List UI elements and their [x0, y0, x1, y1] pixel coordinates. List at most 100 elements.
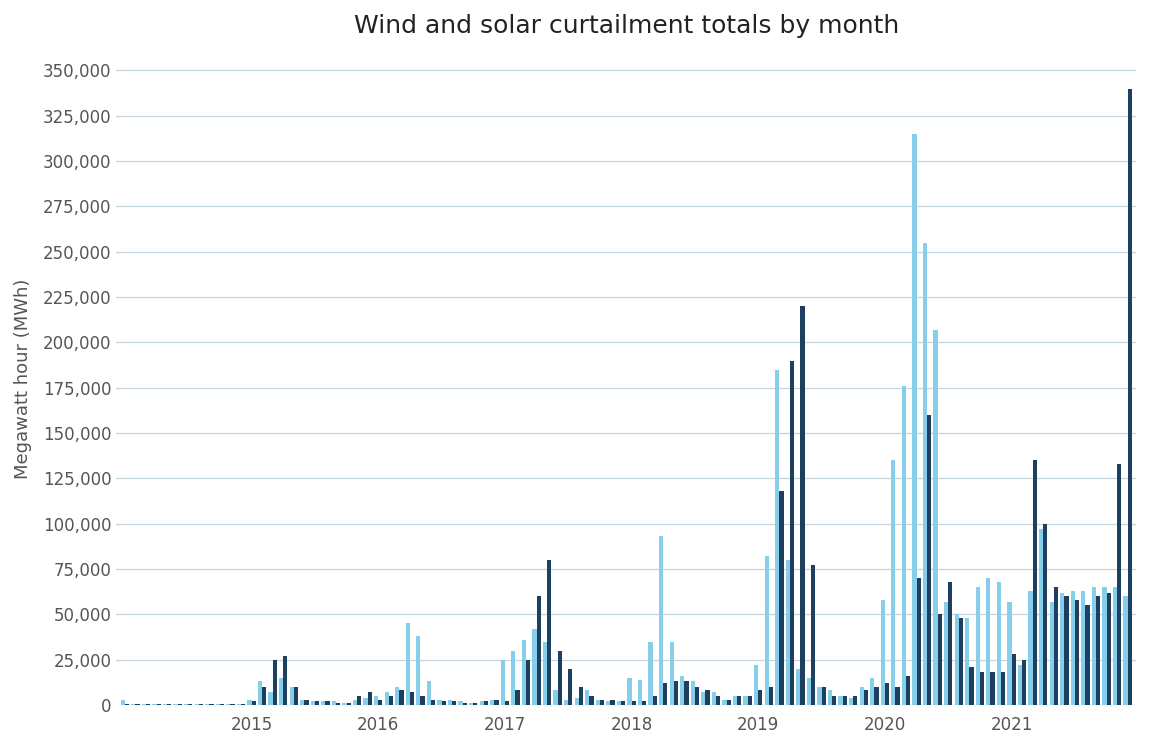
Bar [705, 690, 710, 705]
Bar [343, 703, 346, 705]
Bar [785, 560, 790, 705]
Bar [923, 242, 927, 705]
Bar [273, 660, 277, 705]
Bar [406, 623, 409, 705]
Bar [378, 699, 383, 705]
Bar [997, 582, 1000, 705]
Bar [141, 704, 146, 705]
Bar [990, 672, 995, 705]
Bar [1033, 460, 1037, 705]
Bar [1018, 665, 1022, 705]
Bar [954, 614, 959, 705]
Bar [775, 370, 780, 705]
Title: Wind and solar curtailment totals by month: Wind and solar curtailment totals by mon… [354, 14, 899, 38]
Bar [1050, 601, 1053, 705]
Bar [1060, 592, 1065, 705]
Bar [526, 660, 530, 705]
Bar [669, 642, 674, 705]
Bar [227, 704, 230, 705]
Bar [205, 704, 209, 705]
Bar [374, 696, 378, 705]
Bar [638, 680, 642, 705]
Bar [716, 696, 720, 705]
Bar [258, 681, 262, 705]
Bar [1028, 591, 1033, 705]
Bar [884, 683, 889, 705]
Bar [1065, 596, 1068, 705]
Bar [358, 696, 361, 705]
Bar [416, 636, 421, 705]
Bar [891, 460, 896, 705]
Bar [959, 618, 963, 705]
Bar [811, 565, 815, 705]
Bar [462, 703, 467, 705]
Bar [315, 702, 320, 705]
Bar [674, 681, 678, 705]
Bar [906, 676, 911, 705]
Bar [532, 629, 537, 705]
Bar [881, 600, 884, 705]
Bar [727, 699, 730, 705]
Bar [522, 640, 526, 705]
Bar [578, 687, 583, 705]
Bar [121, 699, 125, 705]
Bar [494, 699, 499, 705]
Bar [853, 696, 858, 705]
Bar [262, 687, 267, 705]
Bar [442, 702, 446, 705]
Bar [790, 361, 795, 705]
Bar [247, 699, 252, 705]
Bar [800, 306, 805, 705]
Bar [631, 702, 636, 705]
Bar [944, 601, 949, 705]
Bar [131, 704, 136, 705]
Bar [537, 596, 540, 705]
Bar [484, 702, 488, 705]
Bar [1128, 88, 1132, 705]
Bar [237, 704, 241, 705]
Bar [969, 667, 974, 705]
Bar [490, 699, 494, 705]
Bar [653, 696, 657, 705]
Bar [896, 687, 899, 705]
Bar [363, 698, 368, 705]
Bar [452, 702, 457, 705]
Bar [184, 704, 189, 705]
Bar [310, 702, 315, 705]
Bar [691, 681, 695, 705]
Bar [987, 578, 990, 705]
Bar [389, 696, 393, 705]
Bar [325, 702, 330, 705]
Bar [1071, 591, 1075, 705]
Bar [934, 330, 937, 705]
Bar [421, 696, 424, 705]
Bar [447, 699, 452, 705]
Bar [628, 678, 631, 705]
Bar [874, 687, 879, 705]
Bar [505, 702, 509, 705]
Bar [600, 699, 604, 705]
Bar [849, 698, 853, 705]
Bar [409, 693, 414, 705]
Bar [290, 687, 293, 705]
Bar [1117, 464, 1121, 705]
Bar [912, 134, 917, 705]
Bar [758, 690, 762, 705]
Bar [268, 693, 273, 705]
Bar [748, 696, 752, 705]
Bar [949, 582, 952, 705]
Bar [564, 699, 568, 705]
Bar [585, 690, 589, 705]
Bar [1106, 592, 1111, 705]
Bar [553, 690, 558, 705]
Bar [937, 614, 942, 705]
Bar [283, 656, 288, 705]
Bar [828, 690, 833, 705]
Bar [684, 681, 689, 705]
Bar [737, 696, 742, 705]
Bar [437, 699, 442, 705]
Bar [659, 536, 664, 705]
Bar [680, 676, 684, 705]
Bar [859, 687, 864, 705]
Bar [838, 696, 843, 705]
